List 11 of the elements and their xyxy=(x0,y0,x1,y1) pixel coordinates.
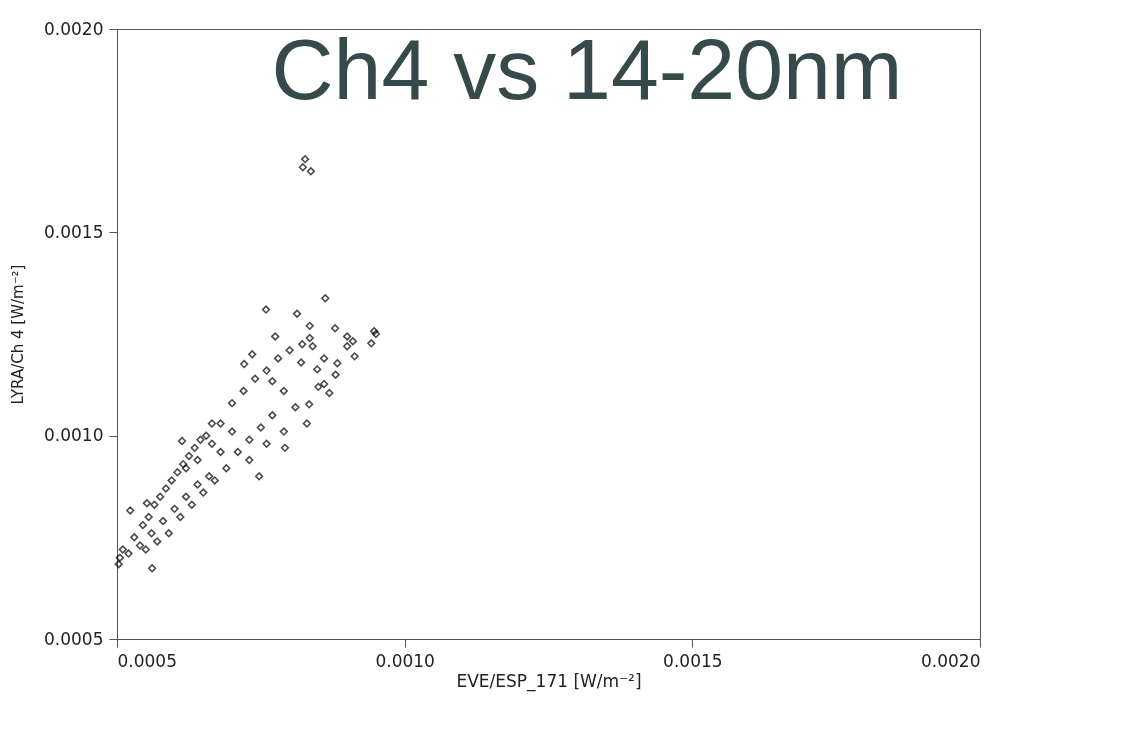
y-tick-label: 0.0005 xyxy=(44,628,104,649)
x-tick-label: 0.0015 xyxy=(663,650,723,671)
x-tick-label: 0.0010 xyxy=(375,650,435,671)
y-tick-label: 0.0010 xyxy=(44,425,104,446)
x-axis-title: EVE/ESP_171 [W/m⁻²] xyxy=(456,670,642,692)
x-tick-label: 0.0020 xyxy=(921,650,981,671)
y-tick-label: 0.0015 xyxy=(44,221,104,242)
chart-title: Ch4 vs 14-20nm xyxy=(271,21,903,117)
x-tick-label: 0.0005 xyxy=(117,650,177,671)
y-tick-label: 0.0020 xyxy=(44,18,104,39)
y-axis-title: LYRA/Ch 4 [W/m⁻²] xyxy=(9,264,28,405)
